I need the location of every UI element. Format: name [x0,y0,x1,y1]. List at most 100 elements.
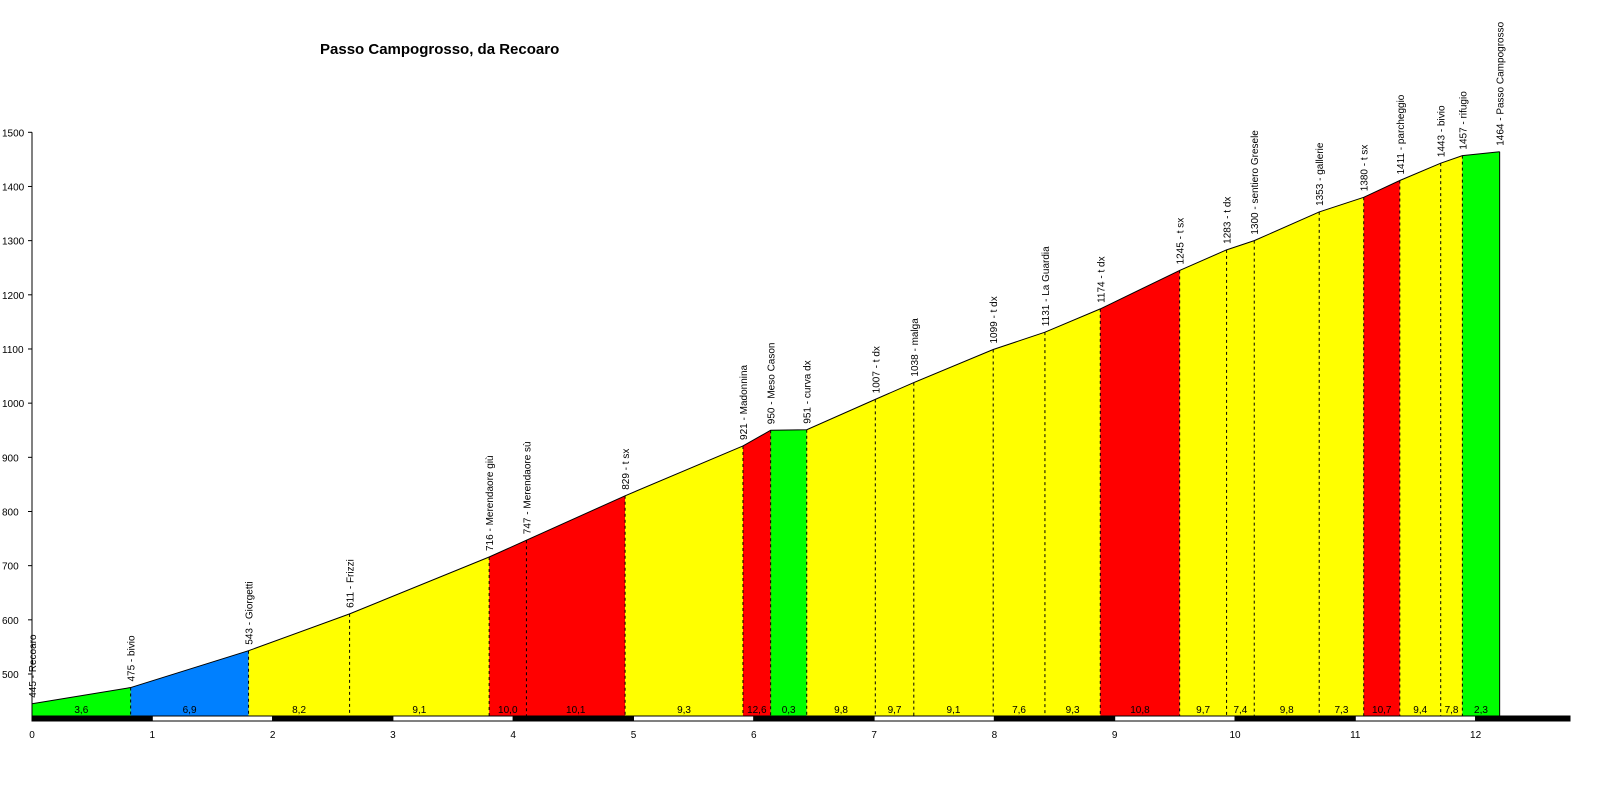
y-tick-label: 1500 [2,128,25,139]
gradient-label: 3,6 [74,705,88,716]
profile-segment [130,650,249,716]
gradient-label: 7,4 [1233,705,1247,716]
waypoint-label: 1464 - Passo Campogrosso [1496,21,1507,145]
gradient-label: 10,8 [1130,705,1150,716]
profile-segment [1254,211,1320,716]
chart-title: Passo Campogrosso, da Recoaro [320,41,559,58]
waypoint-label: 1300 - sentiero Gresele [1250,130,1261,235]
y-tick-label: 1200 [2,291,25,302]
x-axis-bar-segment [1475,715,1571,722]
waypoint-label: 475 - bivio [127,635,138,682]
profile-line [31,151,1500,705]
profile-segment [993,332,1045,716]
profile-segment [1179,249,1227,716]
x-axis-bar-segment [1354,715,1477,722]
gradient-label: 10,1 [566,705,586,716]
profile-segment [770,429,807,716]
x-tick-label: 9 [1112,730,1118,741]
waypoint-label: 1245 - t sx [1176,218,1187,265]
profile-segment [1044,308,1101,716]
gradient-label: 9,1 [947,705,961,716]
y-tick-label: 700 [2,562,19,573]
x-axis-bar-segment [633,715,755,722]
profile-segment [526,495,626,716]
profile-segment [489,540,527,716]
waypoint-label: 1443 - bivio [1437,105,1448,157]
profile-segment [1462,151,1500,716]
x-axis-bar-segment [392,715,514,722]
waypoint-label: 543 - Giorgetti [245,581,256,644]
profile-segment [913,349,994,716]
gradient-label: 0,3 [782,705,796,716]
gradient-label: 12,6 [747,705,767,716]
gradient-label: 9,1 [412,705,426,716]
waypoint-label: 1411 - parcheggio [1396,94,1407,174]
gradient-label: 2,3 [1474,705,1488,716]
waypoint-label: 1099 - t dx [989,296,1000,343]
gradient-label: 9,8 [834,705,848,716]
x-tick-label: 6 [751,730,757,741]
waypoint-label: 1174 - t dx [1096,256,1107,303]
waypoint-label: 950 - Meso Cason [767,343,778,425]
gradient-label: 7,3 [1335,705,1349,716]
x-axis-bar-segment [753,715,875,722]
y-tick-label: 1300 [2,237,25,248]
gradient-label: 10,7 [1372,705,1392,716]
x-axis-bar-segment [151,715,274,722]
waypoint-label: 445 - Recoaro [28,634,39,698]
gradient-label: 8,2 [292,705,306,716]
gradient-label: 9,8 [1280,705,1294,716]
gradient-label: 7,8 [1445,705,1459,716]
profile-segment [742,430,771,716]
profile-segment [1319,197,1364,716]
gradient-label: 9,3 [677,705,691,716]
profile-segment [875,382,914,716]
y-tick-label: 800 [2,507,19,518]
x-tick-label: 3 [390,730,396,741]
waypoint-label: 1007 - t dx [871,346,882,393]
waypoint-label: 1380 - t sx [1360,145,1371,192]
profile-segment [1363,180,1400,717]
y-tick-label: 1000 [2,399,25,410]
y-tick-label: 600 [2,616,19,627]
profile-segment [1440,155,1463,717]
waypoint-label: 1038 - malga [910,318,921,377]
x-axis-bar-segment [512,715,635,722]
profile-segment [349,556,490,716]
x-tick-label: 4 [510,730,516,741]
profile-segment [806,399,876,716]
waypoint-label: 1131 - La Guardia [1041,246,1052,326]
y-tick-label: 900 [2,453,19,464]
waypoint-label: 611 - Frizzi [346,559,357,608]
gradient-label: 9,7 [1196,705,1210,716]
waypoint-label: 951 - curva dx [803,360,814,423]
x-tick-label: 5 [631,730,637,741]
x-axis-bar-segment [272,715,394,722]
x-tick-label: 11 [1350,730,1361,741]
x-axis-bar-segment [873,715,995,722]
waypoint-label: 921 - Madonnina [739,364,750,439]
gradient-label: 9,7 [888,705,902,716]
x-tick-label: 8 [992,730,998,741]
profile-segment [32,687,131,716]
gradient-label: 6,9 [183,705,197,716]
waypoint-label: 716 - Merendaore giù [485,455,496,551]
gradient-label: 9,3 [1066,705,1080,716]
waypoint-label: 747 - Merendaore sù [522,441,533,534]
x-tick-label: 0 [29,730,35,741]
gradient-label: 10,0 [498,705,518,716]
profile-segment [1399,163,1441,717]
profile-segment [1100,270,1180,716]
x-tick-label: 1 [150,730,156,741]
x-axis-bar-segment [31,715,153,722]
waypoint-label: 829 - t sx [621,449,632,490]
waypoint-label: 1457 - rifugio [1458,91,1469,150]
profile-segment [625,445,743,716]
profile-segment [248,613,350,716]
x-axis-bar-segment [993,715,1116,722]
waypoint-label: 1353 - gallerie [1315,142,1326,206]
x-tick-label: 10 [1229,730,1241,741]
x-axis-bar-segment [1114,715,1236,722]
y-tick-label: 500 [2,670,19,681]
